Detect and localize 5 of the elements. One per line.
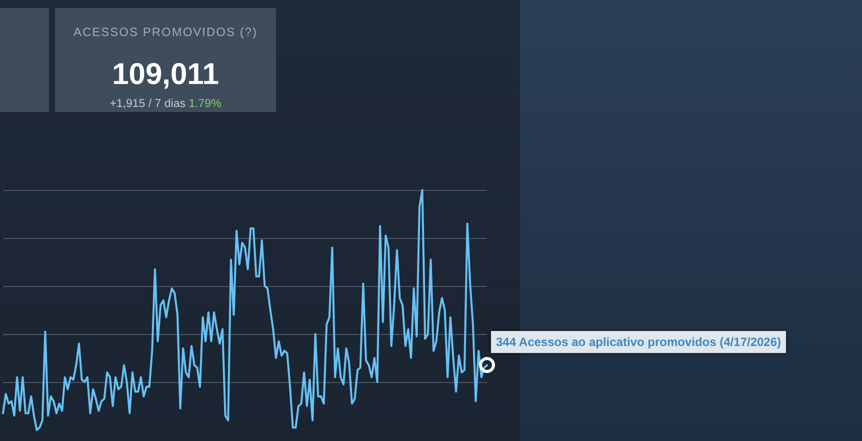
text: 109,011 <box>111 58 220 92</box>
text: ACESSOS PROMOVIDOS (?) <box>72 25 259 39</box>
text: 344 Acessos ao aplicativo promovidos (4/17/2026) <box>491 331 786 354</box>
text: +1,915 / 7 dias <box>110 98 186 110</box>
text: 1.79% <box>188 98 222 110</box>
